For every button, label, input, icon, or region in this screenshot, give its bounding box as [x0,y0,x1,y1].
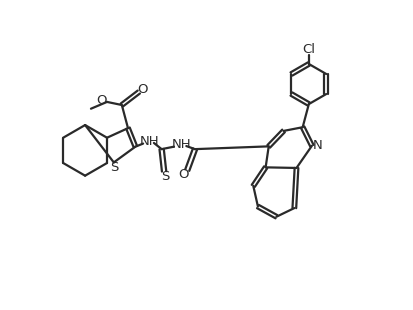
Text: NH: NH [171,138,191,151]
Text: S: S [161,170,169,184]
Text: O: O [178,168,188,181]
Text: N: N [312,139,322,152]
Text: O: O [96,94,107,107]
Text: S: S [110,162,118,175]
Text: NH: NH [139,135,159,148]
Text: Cl: Cl [301,43,315,56]
Text: O: O [137,83,147,96]
